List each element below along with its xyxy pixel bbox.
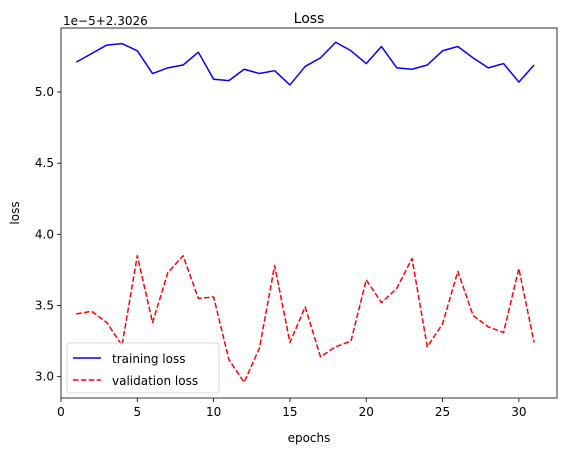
x-tick-label: 0 [57, 405, 65, 419]
x-tick-label: 25 [435, 405, 450, 419]
legend-box [66, 342, 220, 394]
x-axis-label: epochs [288, 431, 331, 445]
y-axis-label: loss [8, 201, 22, 224]
x-tick-label: 20 [359, 405, 374, 419]
legend-label-validation: validation loss [112, 374, 198, 388]
y-tick-label: 4.0 [35, 227, 54, 241]
plot-area [61, 28, 557, 398]
validation-loss-line [76, 254, 535, 384]
y-axis-offset-text: 1e−5+2.3026 [63, 14, 148, 28]
x-tick-label: 10 [206, 405, 221, 419]
legend-label-training: training loss [112, 352, 185, 366]
x-tick-label: 30 [511, 405, 526, 419]
y-tick-label: 3.5 [35, 299, 54, 313]
training-loss-line [75, 41, 535, 86]
legend: training loss validation loss [66, 342, 220, 394]
y-tick-label: 5.0 [35, 85, 54, 99]
y-tick-label: 3.0 [35, 370, 54, 384]
y-tick-label: 4.5 [35, 156, 54, 170]
x-tick-label: 15 [282, 405, 297, 419]
chart-title: Loss [294, 11, 325, 27]
plot-frame [60, 27, 558, 399]
x-tick-label: 5 [133, 405, 141, 419]
